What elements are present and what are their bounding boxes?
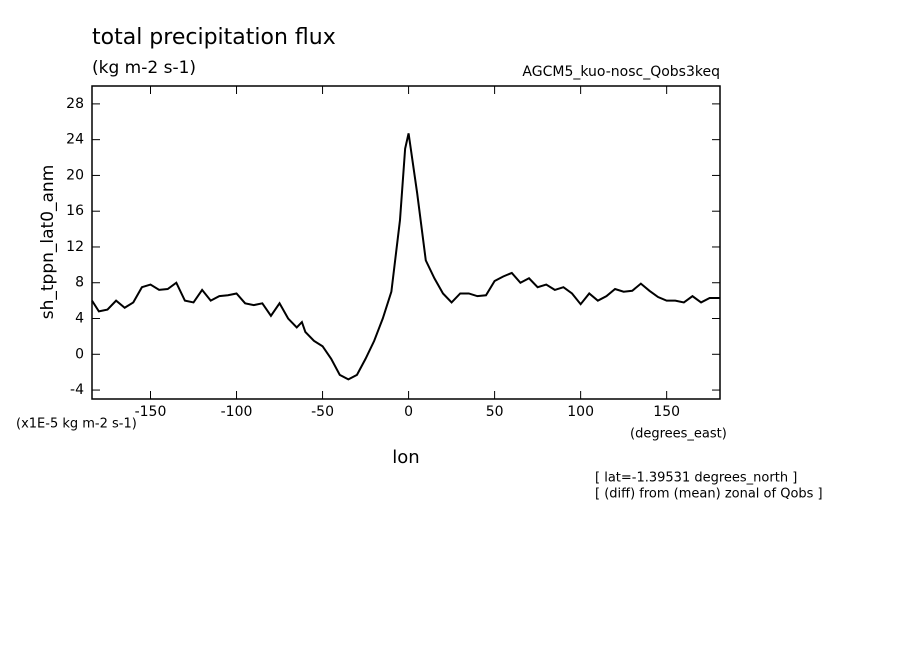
x-tick-label: 100 bbox=[567, 404, 594, 420]
x-axis-label: lon bbox=[392, 447, 419, 468]
y-tick-label: 8 bbox=[75, 275, 84, 291]
y-axis-label: sh_tppn_lat0_anm bbox=[38, 165, 58, 320]
x-units: (degrees_east) bbox=[630, 427, 727, 442]
y-units: (x1E-5 kg m-2 s-1) bbox=[16, 417, 137, 432]
y-tick-label: 0 bbox=[75, 346, 84, 362]
note: [ lat=-1.39531 degrees_north ] bbox=[595, 471, 797, 486]
y-tick-label: 28 bbox=[66, 96, 84, 112]
x-tick-label: -50 bbox=[311, 404, 334, 420]
plot-frame bbox=[91, 85, 721, 400]
x-tick-label: -150 bbox=[135, 404, 167, 420]
y-tick-label: 4 bbox=[75, 311, 84, 327]
y-tick-label: -4 bbox=[70, 382, 84, 398]
note: [ (diff) from (mean) zonal of Qobs ] bbox=[595, 487, 823, 502]
y-tick-label: 20 bbox=[66, 167, 84, 183]
y-tick-label: 24 bbox=[66, 132, 84, 148]
y-tick-label: 16 bbox=[66, 203, 84, 219]
y-tick-label: 12 bbox=[66, 239, 84, 255]
x-tick-label: 150 bbox=[653, 404, 680, 420]
chart-title: total precipitation flux bbox=[92, 25, 336, 50]
line bbox=[91, 133, 720, 381]
x-tick-label: -100 bbox=[221, 404, 253, 420]
subtitle: (kg m-2 s-1) bbox=[92, 58, 196, 78]
x-tick-label: 0 bbox=[404, 404, 413, 420]
dataset-label: AGCM5_kuo-nosc_Qobs3keq bbox=[522, 64, 720, 80]
x-tick-label: 50 bbox=[486, 404, 504, 420]
